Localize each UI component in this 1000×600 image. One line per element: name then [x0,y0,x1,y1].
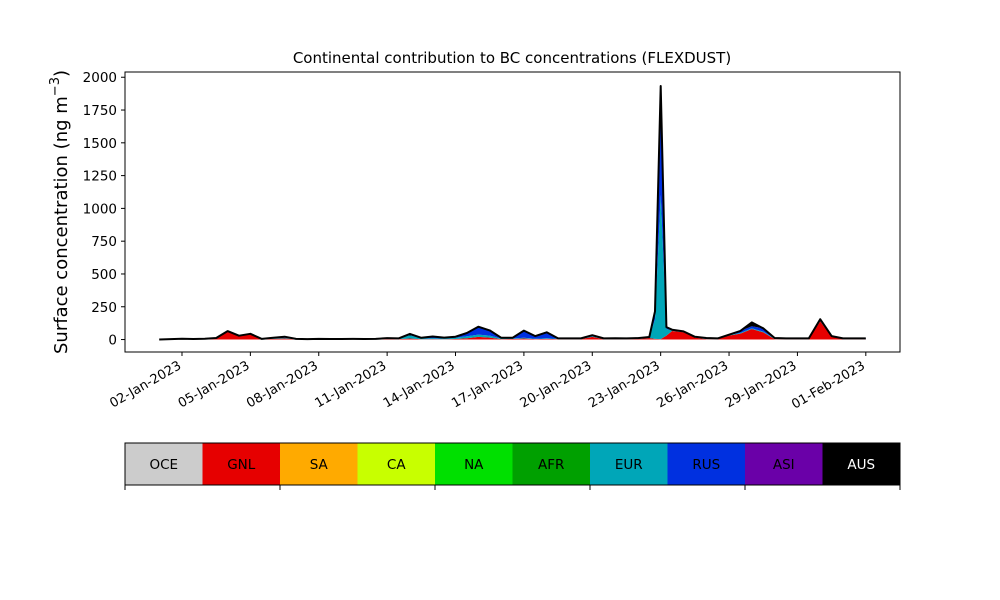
plot-area [159,85,866,341]
y-axis-label-close: ) [51,70,72,77]
colorbar-frame [124,442,901,486]
total-concentration-line [159,85,866,341]
colorbar-label-asi: ASI [773,457,795,473]
colorbar-segment-gnl [202,443,280,485]
y-tick-label: 1750 [83,103,117,119]
y-tick-label: 750 [91,234,117,250]
colorbar-segment-afr [512,443,590,485]
y-axis-label-exponent: −3 [48,77,63,96]
y-axis-label: Surface concentration (ng m−3) [48,70,72,354]
plot-frame [124,71,901,353]
region-colorbar: OCE GNL SA CA NA AFR EUR RUS ASI AUS [124,442,901,490]
y-axis: 0 250 500 750 1000 1250 1500 1750 2000 [83,70,125,349]
colorbar-label-sa: SA [310,457,329,473]
series-area-gnl [159,321,866,340]
colorbar-label-oce: OCE [149,457,178,473]
colorbar-label-eur: EUR [615,457,643,473]
colorbar-label-ca: CA [387,457,406,473]
y-tick-label: 250 [91,300,117,316]
y-tick-label: 2000 [83,70,117,86]
colorbar-label-aus: AUS [847,457,875,473]
colorbar-segment-eur [590,443,668,485]
colorbar-label-na: NA [464,457,484,473]
colorbar-segment-asi [745,443,823,485]
y-axis-label-text: Surface concentration (ng m [51,96,72,354]
y-tick-label: 1500 [83,136,117,152]
colorbar-segment-na [435,443,513,485]
colorbar-segment-ca [357,443,435,485]
colorbar-segment-aus [822,443,900,485]
y-tick-label: 0 [108,333,117,349]
y-tick-label: 500 [91,267,117,283]
y-tick-label: 1250 [83,169,117,185]
colorbar-label-gnl: GNL [227,457,256,473]
y-tick-label: 1000 [83,201,117,217]
chart-title: Continental contribution to BC concentra… [293,49,731,67]
colorbar-segment-oce [125,443,203,485]
colorbar-segment-rus [667,443,745,485]
colorbar-label-afr: AFR [538,457,564,473]
colorbar-segment-sa [280,443,358,485]
colorbar-label-rus: RUS [692,457,720,473]
